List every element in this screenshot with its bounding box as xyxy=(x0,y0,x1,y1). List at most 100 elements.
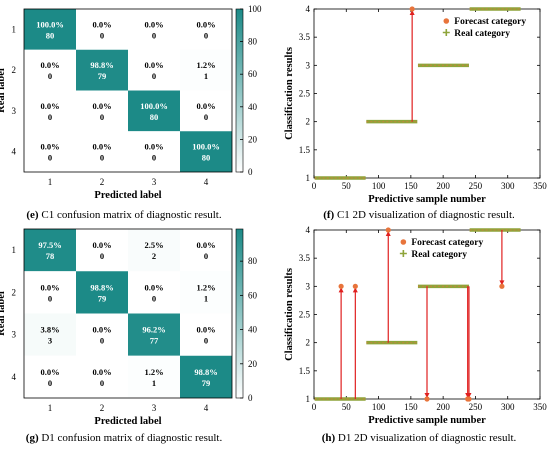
y-axis-label: Real label xyxy=(0,68,7,113)
cell-count: 0 xyxy=(100,153,104,163)
matrix-frame xyxy=(23,8,233,173)
x-tick-label: 0 xyxy=(312,402,317,412)
col-tick-label: 3 xyxy=(152,403,157,413)
matrix-cell xyxy=(128,355,180,398)
cell-count: 79 xyxy=(98,71,107,81)
forecast-error-point xyxy=(424,396,430,402)
cell-percent: 0.0% xyxy=(196,101,215,111)
matrix-cell xyxy=(180,131,232,172)
x-axis-label: Predicted label xyxy=(94,416,161,427)
col-tick-label: 2 xyxy=(100,403,105,413)
cell-count: 77 xyxy=(150,336,159,346)
legend-real-marker xyxy=(399,250,407,257)
x-tick-label: 100 xyxy=(372,402,386,412)
cell-percent: 0.0% xyxy=(40,282,59,292)
matrix-cell xyxy=(76,271,128,314)
cell-percent: 1.2% xyxy=(196,60,215,70)
colorbar-tick-label: 60 xyxy=(248,290,258,300)
x-axis-label: Predictive sample number xyxy=(368,415,486,426)
cell-percent: 0.0% xyxy=(196,240,215,250)
row-tick-label: 2 xyxy=(12,287,17,297)
cell-percent: 0.0% xyxy=(40,367,59,377)
y-tick-label: 1.5 xyxy=(299,145,311,155)
cell-count: 0 xyxy=(100,112,104,122)
cell-count: 80 xyxy=(150,112,159,122)
error-arrowhead xyxy=(338,287,344,293)
colorbar-tick-label: 0 xyxy=(248,167,253,177)
cell-percent: 0.0% xyxy=(92,367,111,377)
col-tick-label: 4 xyxy=(204,403,209,413)
row-tick-label: 1 xyxy=(12,24,17,34)
matrix-cell xyxy=(180,271,232,314)
colorbar-tick-label: 100 xyxy=(248,4,262,14)
cell-percent: 0.0% xyxy=(92,142,111,152)
legend-forecast-label: Forecast category xyxy=(411,238,483,248)
x-tick-label: 200 xyxy=(436,181,450,191)
cell-percent: 0.0% xyxy=(144,60,163,70)
col-tick-label: 2 xyxy=(100,177,105,187)
forecast-error-point xyxy=(385,227,391,233)
matrix-frame xyxy=(23,228,233,399)
matrix-cell xyxy=(180,355,232,398)
forecast-error-point xyxy=(466,396,472,402)
row-tick-label: 4 xyxy=(12,372,17,382)
colorbar-tick-label: 60 xyxy=(248,69,258,79)
cell-percent: 0.0% xyxy=(196,19,215,29)
y-tick-label: 1.5 xyxy=(299,366,311,376)
cell-count: 0 xyxy=(204,112,208,122)
cell-count: 0 xyxy=(152,30,156,40)
matrix-cell xyxy=(128,90,180,132)
panel-caption: (g) D1 confusion matrix of diagnostic re… xyxy=(26,432,223,444)
colorbar-tick-label: 80 xyxy=(248,256,258,266)
cell-count: 78 xyxy=(46,251,55,261)
cell-count: 0 xyxy=(204,251,208,261)
y-axis-label: Real label xyxy=(0,291,7,336)
x-tick-label: 50 xyxy=(342,181,352,191)
cell-count: 0 xyxy=(100,378,104,388)
legend-real-marker xyxy=(442,29,450,36)
col-tick-label: 1 xyxy=(48,177,53,187)
cell-percent: 0.0% xyxy=(40,101,59,111)
y-tick-label: 2.5 xyxy=(299,310,311,320)
caption-text: C1 2D visualization of diagnostic result… xyxy=(337,209,515,221)
caption-text: C1 confusion matrix of diagnostic result… xyxy=(41,209,221,221)
matrix-cell xyxy=(180,90,232,132)
panel-letter: (f) xyxy=(323,209,337,221)
x-axis-label: Predictive sample number xyxy=(368,194,486,205)
cell-count: 0 xyxy=(48,378,52,388)
matrix-cell xyxy=(24,313,76,356)
cell-percent: 100.0% xyxy=(140,101,168,111)
cell-percent: 0.0% xyxy=(92,101,111,111)
cell-percent: 0.0% xyxy=(196,325,215,335)
row-tick-label: 1 xyxy=(12,245,17,255)
cell-count: 80 xyxy=(202,153,211,163)
error-arrowhead xyxy=(352,287,358,293)
legend-forecast-marker xyxy=(443,18,450,24)
cell-count: 2 xyxy=(152,251,156,261)
x-tick-label: 200 xyxy=(436,402,450,412)
legend-forecast-label: Forecast category xyxy=(454,17,526,27)
cell-count: 0 xyxy=(204,30,208,40)
cell-count: 1 xyxy=(204,293,208,303)
cell-percent: 96.2% xyxy=(142,325,165,335)
y-axis-label: Classification results xyxy=(284,268,295,361)
x-axis-label: Predicted label xyxy=(94,190,161,201)
cell-percent: 3.8% xyxy=(40,325,59,335)
error-arrowhead xyxy=(466,393,472,398)
caption-text: D1 2D visualization of diagnostic result… xyxy=(338,432,517,444)
matrix-cell xyxy=(180,9,232,50)
matrix-cell xyxy=(180,49,232,91)
matrix-cell xyxy=(76,355,128,398)
cell-percent: 97.5% xyxy=(38,240,61,250)
cell-count: 0 xyxy=(152,71,156,81)
matrix-cell xyxy=(180,313,232,356)
matrix-cell xyxy=(24,271,76,314)
x-tick-label: 0 xyxy=(312,181,317,191)
row-tick-label: 4 xyxy=(12,147,17,157)
forecast-error-point xyxy=(352,283,358,289)
cell-percent: 0.0% xyxy=(40,60,59,70)
matrix-cell xyxy=(24,355,76,398)
matrix-cell xyxy=(128,49,180,91)
x-tick-label: 250 xyxy=(469,402,483,412)
matrix-cell xyxy=(180,229,232,272)
